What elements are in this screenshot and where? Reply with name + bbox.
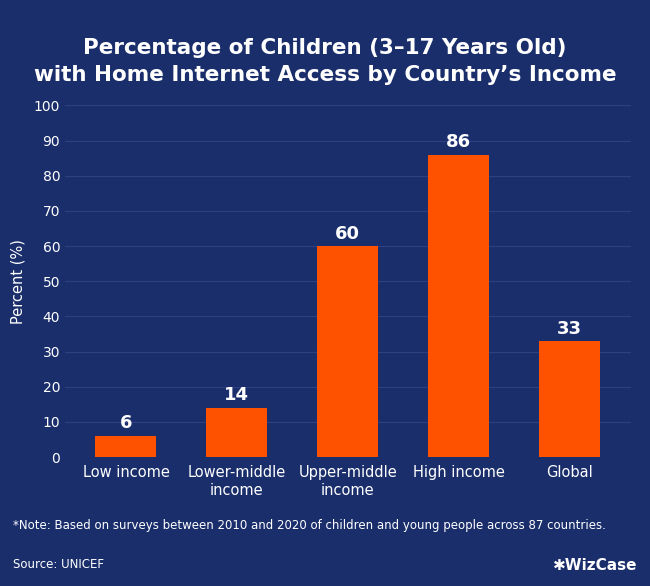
Bar (428, 155, 489, 457)
Text: *Note: Based on surveys between 2010 and 2020 of children and young people acros: *Note: Based on surveys between 2010 and… (13, 519, 606, 532)
Text: 33: 33 (557, 319, 582, 338)
Bar (207, 408, 267, 457)
Text: 86: 86 (446, 133, 471, 151)
Text: 60: 60 (335, 224, 360, 243)
Text: Source: UNICEF: Source: UNICEF (13, 558, 104, 571)
Text: Percentage of Children (3–17 Years Old)
with Home Internet Access by Country’s I: Percentage of Children (3–17 Years Old) … (34, 38, 616, 85)
Text: ✱WizCase: ✱WizCase (552, 558, 637, 573)
Bar (317, 246, 378, 457)
Bar (539, 341, 600, 457)
Y-axis label: Percent (%): Percent (%) (10, 239, 25, 323)
Text: 6: 6 (120, 414, 132, 432)
Text: 14: 14 (224, 386, 250, 404)
Bar (96, 436, 157, 457)
